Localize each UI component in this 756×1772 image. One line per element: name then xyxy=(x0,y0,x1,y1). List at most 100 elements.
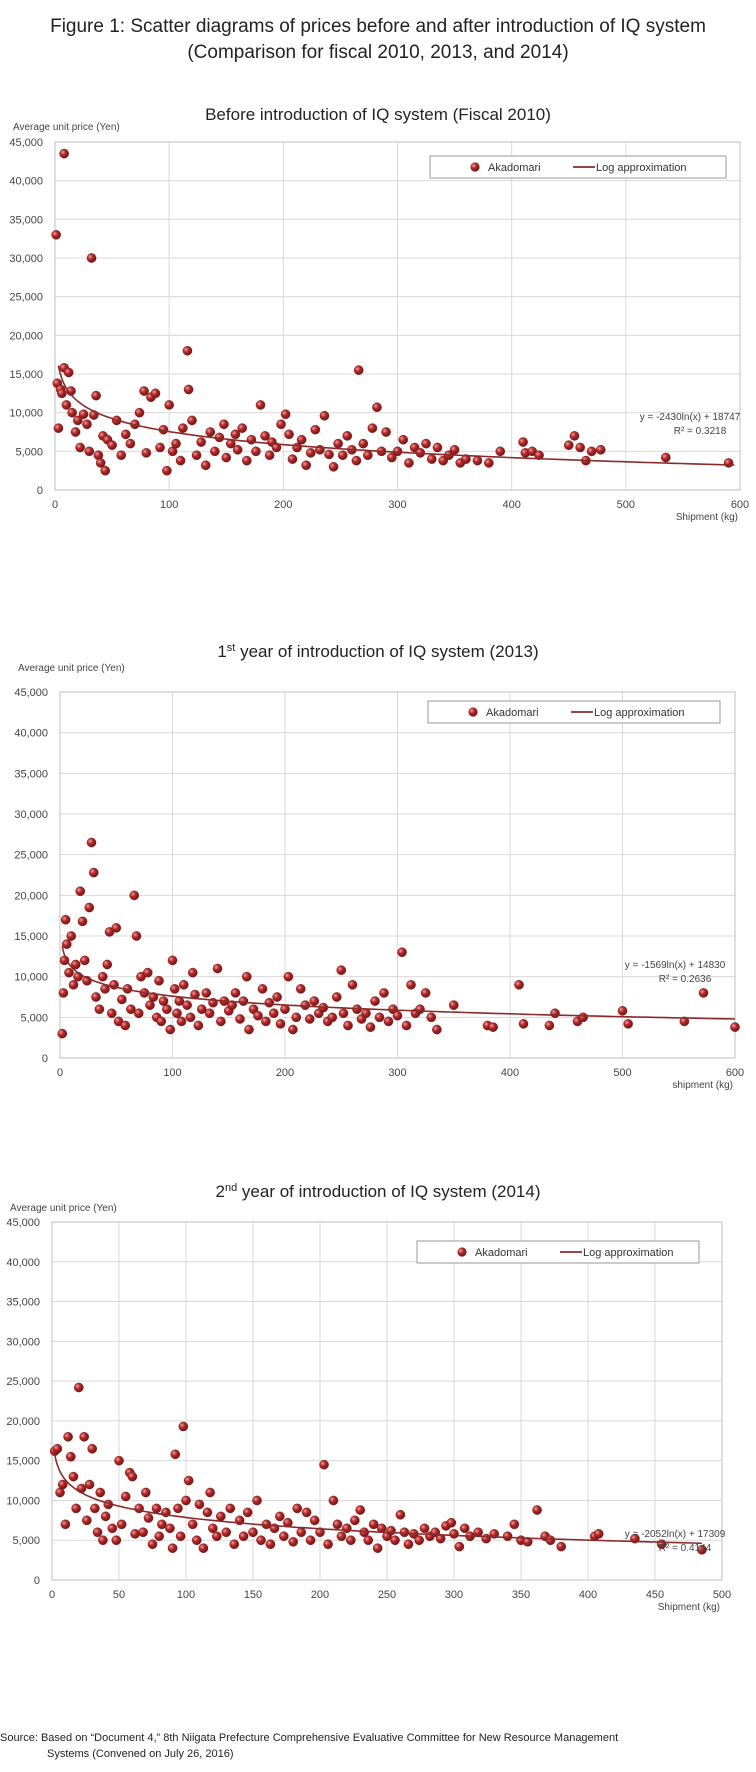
x-tick-label: 400 xyxy=(579,1589,597,1601)
data-point xyxy=(143,1513,154,1523)
data-point xyxy=(338,1008,349,1019)
data-point xyxy=(170,1449,181,1460)
data-point xyxy=(65,1451,76,1462)
data-point xyxy=(271,442,282,453)
data-point xyxy=(187,967,198,978)
legend-marker xyxy=(468,707,478,717)
data-point xyxy=(232,444,243,455)
data-point xyxy=(448,1000,459,1010)
y-tick-label: 30,000 xyxy=(14,809,48,821)
data-point xyxy=(432,1024,442,1035)
data-point xyxy=(392,1010,403,1021)
data-point xyxy=(212,963,223,974)
data-point xyxy=(310,424,321,435)
data-point xyxy=(200,460,211,471)
plot-area xyxy=(54,141,741,491)
data-point xyxy=(328,1495,339,1506)
data-point xyxy=(327,1012,338,1023)
data-point xyxy=(77,916,88,927)
data-point xyxy=(162,1004,172,1015)
data-point xyxy=(660,452,671,463)
x-tick-label: 100 xyxy=(177,1589,195,1601)
data-point xyxy=(255,400,266,410)
x-tick-label: 300 xyxy=(388,1067,406,1079)
data-point xyxy=(235,1014,245,1024)
data-point xyxy=(167,1543,178,1553)
data-point xyxy=(169,984,180,994)
data-point xyxy=(131,931,142,941)
data-point xyxy=(66,931,77,941)
data-point xyxy=(100,1511,111,1522)
data-point xyxy=(495,446,506,457)
legend-box xyxy=(416,1240,700,1264)
data-point xyxy=(556,1541,567,1552)
data-point xyxy=(347,979,358,990)
y-tick-label: 35,000 xyxy=(9,214,43,226)
data-point xyxy=(167,955,178,966)
data-point xyxy=(238,1531,249,1542)
x-tick-label: 0 xyxy=(57,1067,63,1079)
data-point xyxy=(155,442,165,453)
data-point xyxy=(182,1000,192,1010)
trendline xyxy=(61,946,736,1020)
data-point xyxy=(304,1014,315,1024)
data-point xyxy=(251,446,261,457)
data-point xyxy=(401,1020,412,1031)
data-point xyxy=(421,438,431,449)
data-point xyxy=(296,434,307,445)
data-point xyxy=(164,400,174,410)
x-tick-label: 450 xyxy=(646,1589,664,1601)
data-point xyxy=(82,419,92,430)
data-point xyxy=(79,1431,89,1442)
data-point xyxy=(125,438,136,449)
y-tick-label: 25,000 xyxy=(6,1376,40,1388)
data-point xyxy=(57,388,67,399)
data-point xyxy=(268,1008,279,1019)
data-point xyxy=(353,365,364,375)
data-point xyxy=(94,1004,105,1015)
data-point xyxy=(53,423,64,433)
data-point xyxy=(95,1487,106,1498)
data-point xyxy=(183,384,194,395)
data-point xyxy=(241,971,252,982)
chart-title: Before introduction of IQ system (Fiscal… xyxy=(205,105,551,124)
data-point xyxy=(221,452,232,463)
data-point xyxy=(257,984,268,994)
data-point xyxy=(78,409,89,420)
legend-marker xyxy=(470,162,480,172)
data-point xyxy=(449,1529,459,1539)
chart-title: 1st year of introduction of IQ system (2… xyxy=(217,642,538,661)
data-point xyxy=(563,440,574,450)
data-point xyxy=(120,1491,131,1502)
data-point xyxy=(194,1499,205,1510)
data-point xyxy=(100,465,111,476)
data-point xyxy=(154,1531,164,1542)
y-tick-label: 15,000 xyxy=(14,931,48,943)
x-tick-label: 600 xyxy=(731,499,749,511)
data-point xyxy=(481,1533,491,1544)
data-point xyxy=(252,1495,262,1506)
y-tick-label: 30,000 xyxy=(6,1336,40,1348)
data-point xyxy=(454,1541,465,1552)
plot-area xyxy=(59,691,736,1059)
plot-area xyxy=(51,1221,723,1581)
data-point xyxy=(91,390,101,401)
data-point xyxy=(246,434,257,445)
data-point xyxy=(502,1531,513,1542)
data-point xyxy=(341,1523,352,1534)
data-point xyxy=(390,1535,400,1546)
data-point xyxy=(126,1004,136,1015)
data-point xyxy=(284,429,294,440)
data-point xyxy=(274,1511,285,1522)
data-point xyxy=(111,923,122,933)
data-point xyxy=(395,1509,406,1520)
data-point xyxy=(79,955,90,966)
x-tick-label: 350 xyxy=(512,1589,530,1601)
data-point xyxy=(265,1539,276,1550)
data-point xyxy=(296,1527,307,1538)
data-point xyxy=(178,423,188,433)
x-tick-label: 100 xyxy=(163,1067,181,1079)
data-point xyxy=(301,460,311,471)
data-point xyxy=(336,1531,347,1542)
data-point xyxy=(216,1016,226,1027)
